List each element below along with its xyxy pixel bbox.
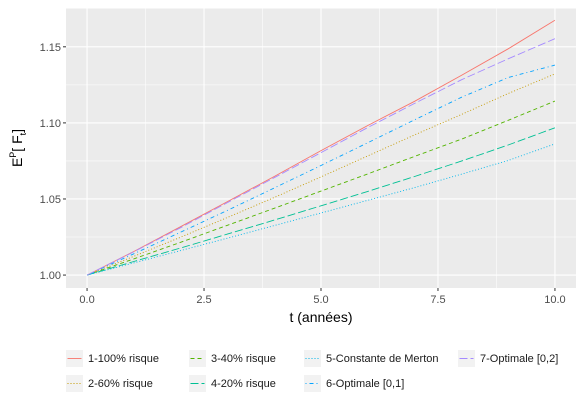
y-axis-title-base: E (9, 158, 25, 167)
x-axis-title: t (années) (289, 309, 352, 325)
x-tick-label: 5.0 (313, 294, 328, 306)
y-axis-ticks: 1.00 1.05 1.10 1.15 (40, 42, 66, 282)
y-axis-title: EP[ Ft] (8, 129, 28, 167)
legend-label-3: 3-40% risque (211, 353, 276, 365)
series-line-4 (86, 127, 556, 276)
y-axis-title-close: ] (9, 129, 25, 133)
y-tick-label: 1.00 (40, 270, 61, 282)
y-axis-title-subscript: t (18, 132, 28, 135)
series-line-3 (86, 100, 556, 276)
y-tick-label: 1.15 (40, 42, 61, 54)
y-tick-label: 1.05 (40, 194, 61, 206)
x-tick-label: 2.5 (196, 294, 211, 306)
x-tick-label: 10.0 (544, 294, 565, 306)
series-line-2 (86, 73, 556, 276)
legend-label-1: 1-100% risque (88, 353, 159, 365)
y-axis-title-open: [ F (9, 135, 25, 151)
series-lines (86, 19, 556, 276)
legend-label-7: 7-Optimale [0,2] (480, 353, 558, 365)
series-line-7 (86, 38, 556, 276)
y-tick-label: 1.10 (40, 118, 61, 130)
legend-label-5: 5-Constante de Merton (326, 353, 439, 365)
series-line-1 (86, 19, 556, 276)
legend: 1-100% risque 2-60% risque 3-40% risque 4-2… (66, 350, 558, 392)
legend-label-6: 6-Optimale [0,1] (326, 378, 404, 390)
y-axis-title-superscript: P (8, 152, 18, 158)
legend-label-2: 2-60% risque (88, 378, 153, 390)
x-tick-label: 0.0 (79, 294, 94, 306)
x-tick-label: 7.5 (430, 294, 445, 306)
x-axis-ticks: 0.0 2.5 5.0 7.5 10.0 (79, 288, 566, 306)
legend-label-4: 4-20% risque (211, 378, 276, 390)
series-line-6 (86, 64, 556, 276)
